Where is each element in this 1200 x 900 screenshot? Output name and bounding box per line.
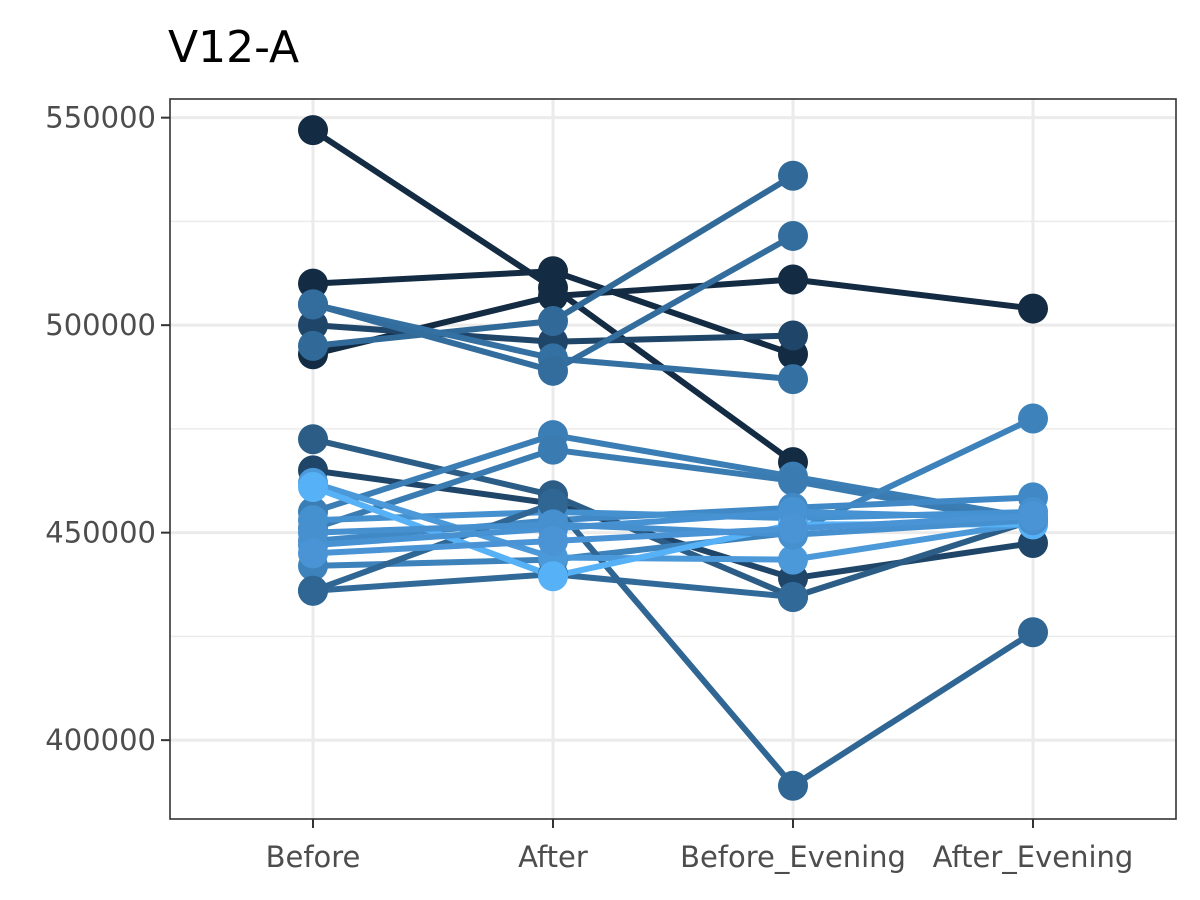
data-point	[538, 355, 568, 386]
x-tick-label: After	[518, 840, 588, 874]
y-tick-label: 450000	[45, 516, 156, 550]
series-line	[312, 415, 1035, 569]
data-point	[298, 289, 328, 320]
data-point	[1018, 617, 1048, 648]
x-tick-label: Before_Evening	[680, 840, 906, 874]
data-point	[538, 306, 568, 337]
axes: 400000 450000 500000 550000 Before After Befor…	[45, 101, 1133, 874]
data-point	[778, 544, 808, 575]
series-line	[312, 513, 1034, 557]
chart-title: V12-A	[168, 22, 299, 73]
data-point	[298, 517, 328, 548]
data-point	[538, 488, 568, 519]
data-point	[298, 268, 328, 299]
data-point	[298, 330, 328, 361]
x-tick-label: After_Evening	[933, 840, 1134, 874]
data-point	[538, 256, 568, 287]
data-point	[1018, 403, 1048, 434]
data-point	[778, 264, 808, 295]
y-tick-label: 550000	[45, 101, 156, 135]
data-point	[778, 220, 808, 251]
series-lines	[311, 127, 1035, 789]
x-tick-label: Before	[266, 840, 361, 874]
data-point	[1018, 293, 1048, 324]
series-line	[312, 432, 1034, 522]
data-point	[298, 538, 328, 569]
data-point	[538, 525, 568, 556]
data-point	[1018, 501, 1048, 532]
data-point	[538, 281, 568, 312]
series-line	[312, 508, 1034, 549]
series-line	[312, 479, 1034, 563]
y-tick-label: 500000	[45, 308, 156, 342]
panel-border	[169, 98, 1177, 820]
data-point	[778, 160, 808, 191]
y-tick-label: 400000	[45, 723, 156, 757]
data-point	[298, 310, 328, 341]
data-point	[778, 770, 808, 801]
data-point	[298, 472, 328, 503]
data-point	[778, 320, 808, 351]
data-point	[298, 424, 328, 455]
data-point	[538, 434, 568, 465]
data-point	[538, 561, 568, 592]
series-line	[312, 517, 1034, 538]
data-point	[298, 115, 328, 146]
data-point	[778, 364, 808, 395]
series-points	[298, 115, 1048, 801]
data-point	[778, 513, 808, 544]
series-line	[312, 276, 1034, 358]
data-point	[778, 465, 808, 496]
data-point	[298, 575, 328, 606]
data-point	[778, 581, 808, 612]
